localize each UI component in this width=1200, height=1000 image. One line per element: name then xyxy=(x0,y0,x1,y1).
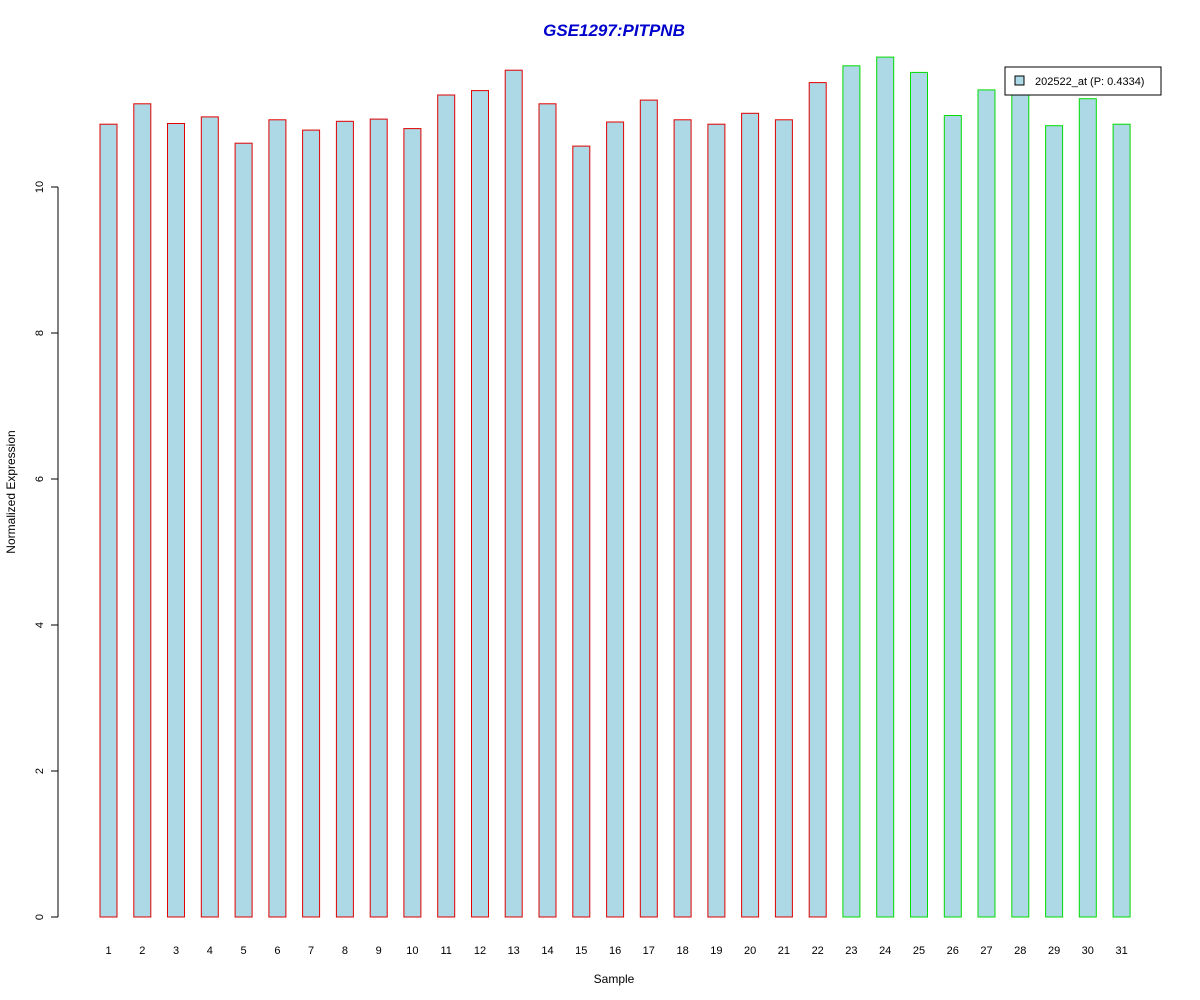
x-tick-label: 4 xyxy=(207,945,213,957)
x-tick-label: 9 xyxy=(376,945,382,957)
bar xyxy=(943,115,962,918)
x-tick-label: 1 xyxy=(105,945,111,957)
bar xyxy=(741,112,760,918)
bar xyxy=(808,82,827,918)
bar xyxy=(1112,123,1131,918)
x-tick-label: 18 xyxy=(676,945,688,957)
x-tick-label: 19 xyxy=(710,945,722,957)
legend-label: 202522_at (P: 0.4334) xyxy=(1035,76,1144,88)
x-tick-label: 26 xyxy=(947,945,959,957)
x-tick-label: 17 xyxy=(643,945,655,957)
bar xyxy=(268,119,287,918)
bar xyxy=(437,94,456,918)
bar xyxy=(403,128,422,918)
bar xyxy=(1045,125,1064,918)
bar xyxy=(504,69,523,918)
chart-title: GSE1297:PITPNB xyxy=(543,21,685,40)
bars-group xyxy=(99,56,1131,918)
x-tick-label: 21 xyxy=(778,945,790,957)
bar xyxy=(910,71,928,918)
x-tick-label: 23 xyxy=(845,945,857,957)
x-tick-label: 5 xyxy=(241,945,247,957)
x-tick-labels: 1 2 3 4 5 6 7 8 9 10 11 12 13 14 15 16 17 18 19 20 21 22 23 24 2… xyxy=(105,945,1127,957)
x-axis-label: Sample xyxy=(594,972,635,986)
y-tick-label: 6 xyxy=(34,476,46,482)
bar xyxy=(606,121,625,918)
x-tick-label: 29 xyxy=(1048,945,1060,957)
x-tick-label: 20 xyxy=(744,945,756,957)
bar xyxy=(707,123,726,918)
bar xyxy=(639,99,658,918)
x-tick-label: 30 xyxy=(1082,945,1094,957)
bar xyxy=(842,65,861,918)
bar xyxy=(335,120,354,918)
bar xyxy=(673,119,692,918)
y-axis-label: Normalized Expression xyxy=(4,430,18,553)
x-tick-label: 12 xyxy=(474,945,486,957)
bar xyxy=(1011,91,1030,918)
bar xyxy=(977,89,996,918)
bar xyxy=(369,118,388,918)
y-tick-label: 2 xyxy=(34,768,46,774)
bar xyxy=(471,90,489,918)
legend-box xyxy=(1004,66,1162,96)
bar xyxy=(167,123,185,918)
x-tick-label: 13 xyxy=(508,945,520,957)
bar xyxy=(572,145,591,918)
x-tick-label: 11 xyxy=(440,945,451,957)
x-tick-label: 3 xyxy=(173,945,179,957)
x-tick-label: 15 xyxy=(575,945,587,957)
x-tick-label: 16 xyxy=(609,945,621,957)
y-tick-label: 10 xyxy=(34,181,46,193)
x-tick-label: 14 xyxy=(541,945,553,957)
bar xyxy=(538,103,557,918)
y-tick-label: 8 xyxy=(34,330,46,336)
bar xyxy=(234,142,253,918)
bar xyxy=(1078,98,1097,918)
bar xyxy=(302,129,321,918)
x-tick-label: 7 xyxy=(308,945,314,957)
x-tick-label: 25 xyxy=(913,945,925,957)
bar xyxy=(99,123,118,918)
bar xyxy=(200,116,219,918)
bar xyxy=(774,119,793,918)
x-tick-label: 6 xyxy=(274,945,280,957)
legend: 202522_at (P: 0.4334) xyxy=(1004,66,1162,96)
x-tick-label: 22 xyxy=(812,945,824,957)
y-tick-label: 4 xyxy=(34,622,46,628)
bar xyxy=(876,56,895,918)
x-tick-label: 31 xyxy=(1115,945,1127,957)
bar xyxy=(133,103,152,918)
x-tick-label: 28 xyxy=(1014,945,1026,957)
x-tick-label: 8 xyxy=(342,945,348,957)
y-tick-label: 0 xyxy=(34,914,46,920)
x-tick-label: 24 xyxy=(879,945,891,957)
x-tick-label: 2 xyxy=(139,945,145,957)
y-axis: 0 2 4 6 8 10 xyxy=(34,181,59,920)
x-tick-label: 10 xyxy=(406,945,418,957)
x-tick-label: 27 xyxy=(980,945,992,957)
legend-swatch xyxy=(1014,75,1025,86)
